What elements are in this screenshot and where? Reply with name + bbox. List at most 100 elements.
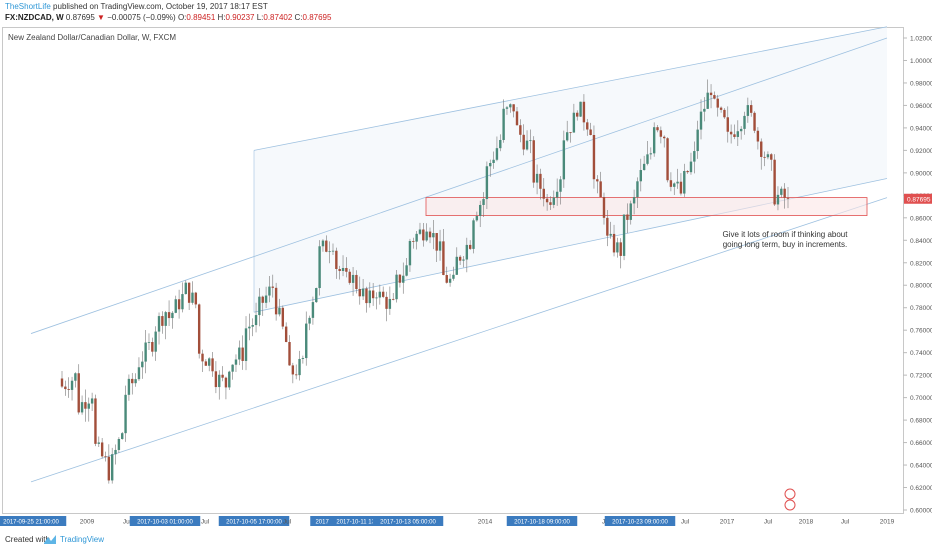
y-tick-label: 0.68000 — [910, 418, 932, 425]
y-tick-label: 0.66000 — [910, 440, 932, 447]
y-tick-label: 0.78000 — [910, 305, 932, 312]
candle-body — [592, 135, 596, 180]
candle-body — [231, 364, 234, 372]
candle-body — [124, 394, 127, 434]
y-tick-label: 0.64000 — [910, 463, 932, 470]
candle-body — [134, 379, 137, 384]
candle-body — [167, 312, 171, 319]
candle-body — [576, 112, 579, 117]
x-date-tag — [218, 516, 290, 526]
candle-body — [385, 296, 388, 309]
candle-body — [535, 173, 539, 183]
candle-body — [428, 231, 432, 238]
x-tick-label: 2019 — [880, 519, 895, 526]
candle-body — [515, 111, 519, 126]
candle-body — [756, 130, 760, 142]
candle-body — [432, 233, 435, 238]
candle-body — [197, 304, 201, 354]
candle-body — [368, 290, 371, 304]
x-date-tag — [129, 516, 201, 526]
candle-body — [187, 282, 191, 303]
close-value: 0.87695 — [302, 13, 332, 22]
candle-body — [703, 108, 706, 112]
candle-body — [435, 233, 438, 251]
last-price-label: 0.87695 — [907, 196, 931, 203]
last-price-tag — [904, 193, 932, 204]
y-tick-label: 0.70000 — [910, 395, 932, 402]
candle-body — [525, 140, 529, 150]
x-tick-label: 2017-09-25 21:00:00 — [3, 520, 59, 526]
candle-body — [666, 138, 669, 181]
candle-body — [348, 271, 351, 283]
candle-body — [261, 296, 264, 303]
x-tick-label: 2009 — [80, 519, 95, 526]
candle-body — [522, 134, 525, 150]
candle-body — [749, 105, 753, 113]
candle-body — [699, 111, 703, 130]
candle-body — [110, 454, 114, 481]
candle-body — [131, 378, 134, 384]
footer: Created with TradingView — [0, 532, 932, 550]
candle-body — [341, 267, 345, 272]
candle-body — [74, 373, 77, 381]
down-arrow-icon: ▼ — [97, 13, 105, 22]
candle-body — [696, 129, 699, 152]
candle-body — [726, 117, 729, 132]
author-link[interactable]: TheShortLife — [5, 2, 51, 11]
candle-body — [238, 347, 241, 360]
candle-body — [669, 180, 673, 187]
candle-body — [214, 371, 218, 388]
support-zone — [425, 197, 868, 216]
candle-body — [388, 298, 392, 309]
event-marker-icon — [784, 499, 796, 511]
candle-body — [776, 194, 780, 205]
tradingview-brand[interactable]: TradingView — [60, 535, 105, 544]
candle-body — [221, 374, 224, 378]
candle-body — [121, 433, 124, 440]
y-tick-label: 0.94000 — [910, 125, 932, 132]
annotation-line-2: going long term, buy in increments. — [722, 240, 848, 249]
candle-body — [117, 439, 121, 450]
x-date-tag — [328, 516, 400, 526]
candle-body — [298, 358, 301, 376]
series-title: New Zealand Dollar/Canadian Dollar, W, F… — [8, 33, 177, 42]
symbol-label: FX:NZDCAD, W — [5, 13, 64, 22]
low-label: L: — [256, 13, 264, 22]
candle-body — [596, 179, 599, 182]
candle-body — [268, 286, 271, 296]
y-tick-label: 0.92000 — [910, 148, 932, 155]
candle-body — [706, 92, 709, 109]
x-tick-label: 2017 — [720, 519, 735, 526]
candle-body — [264, 295, 268, 303]
candle-body — [355, 274, 358, 289]
candle-body — [402, 275, 405, 283]
candle-body — [616, 242, 619, 253]
candle-body — [652, 127, 656, 154]
candle-body — [371, 290, 375, 299]
candle-body — [114, 449, 117, 455]
candle-body — [177, 299, 181, 310]
candle-body — [358, 288, 361, 297]
candle-body — [415, 233, 418, 242]
x-date-tag — [604, 516, 676, 526]
candle-body — [338, 269, 341, 272]
x-tick-label: Jul — [841, 519, 850, 526]
close-label: C: — [294, 13, 303, 22]
candle-body — [171, 312, 174, 319]
candle-body — [766, 154, 770, 158]
last-price: 0.87695 — [65, 13, 95, 22]
candle-body — [606, 217, 609, 236]
candle-body — [154, 331, 157, 352]
candle-body — [458, 256, 462, 261]
price-chart[interactable]: 1.02000 1.00000 0.98000 0.96000 0.94000 0.920… — [0, 0, 932, 532]
candle-body — [786, 197, 790, 199]
candle-body — [739, 128, 743, 132]
candle-body — [743, 115, 746, 129]
candle-body — [67, 389, 70, 390]
y-tick-label: 1.02000 — [910, 36, 932, 43]
y-tick-label: 0.76000 — [910, 328, 932, 335]
channel-line — [30, 37, 888, 334]
candle-body — [241, 347, 244, 361]
candle-body — [586, 122, 589, 130]
candle-body — [234, 359, 238, 365]
